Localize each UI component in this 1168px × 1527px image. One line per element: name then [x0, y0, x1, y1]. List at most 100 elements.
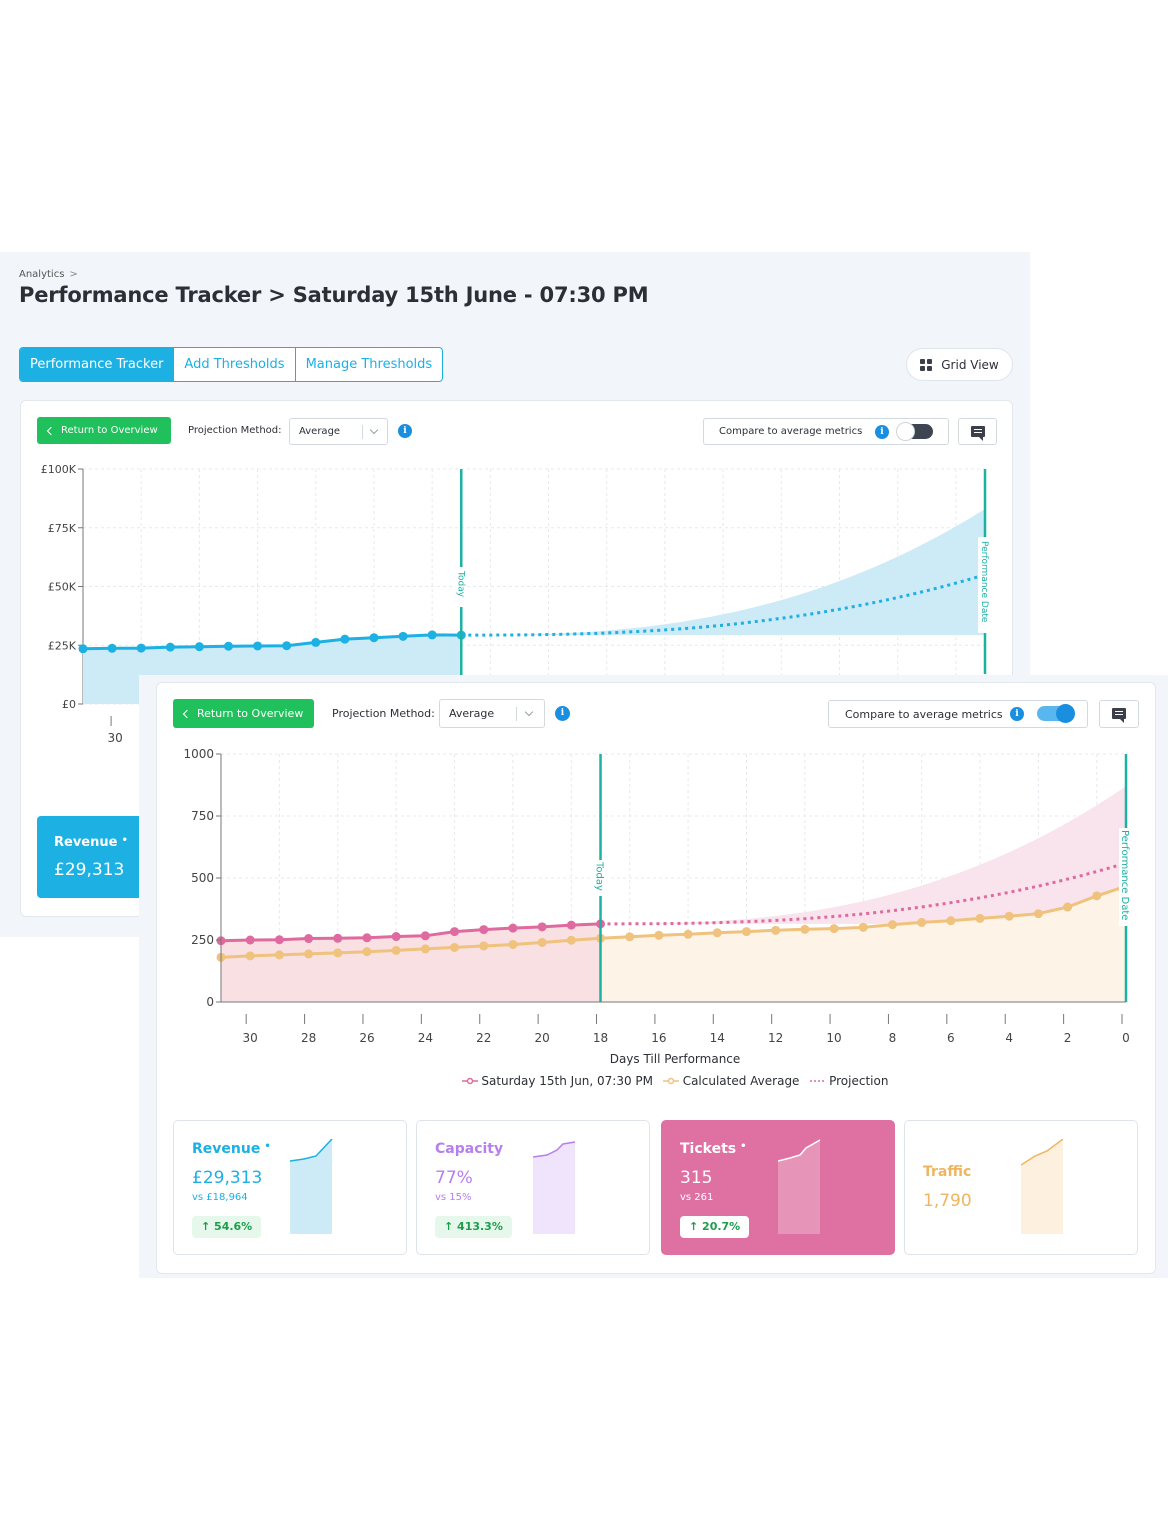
- revenue-point[interactable]: [398, 631, 408, 641]
- average-point[interactable]: [800, 924, 810, 934]
- revenue-point[interactable]: [78, 644, 88, 654]
- average-point[interactable]: [1063, 902, 1073, 912]
- projection-method-select[interactable]: Average: [289, 418, 388, 445]
- legend-label: Projection: [829, 1074, 889, 1088]
- metric-compare: vs 261: [680, 1192, 714, 1203]
- average-point[interactable]: [245, 951, 255, 961]
- revenue-point[interactable]: [194, 642, 204, 652]
- legend-item-average[interactable]: Calculated Average: [662, 1074, 803, 1088]
- legend-marker-projection: [810, 1080, 825, 1082]
- y-tick-label: 250: [191, 933, 214, 947]
- y-tick-label: 1000: [183, 747, 214, 761]
- tab-add-thresholds[interactable]: Add Thresholds: [173, 348, 294, 381]
- tickets-point[interactable]: [450, 927, 460, 937]
- average-point[interactable]: [479, 941, 489, 951]
- grid-view-button[interactable]: Grid View: [906, 348, 1013, 381]
- projection-band: [461, 509, 985, 636]
- x-tick-label: 8: [889, 1031, 897, 1045]
- tickets-point[interactable]: [508, 923, 518, 933]
- average-point[interactable]: [771, 925, 781, 935]
- info-icon[interactable]: i: [555, 706, 570, 721]
- projection-method-value: Average: [299, 426, 341, 437]
- average-point[interactable]: [508, 939, 518, 949]
- metric-card-capacity[interactable]: Capacity 77% vs 15% ↑ 413.3%: [416, 1120, 650, 1255]
- average-point[interactable]: [917, 917, 927, 927]
- x-tick-label: 16: [651, 1031, 666, 1045]
- legend-item-projection[interactable]: Projection: [809, 1074, 888, 1088]
- tab-performance-tracker[interactable]: Performance Tracker: [20, 348, 174, 381]
- tickets-point[interactable]: [245, 935, 255, 945]
- average-point[interactable]: [946, 916, 956, 926]
- revenue-point[interactable]: [427, 630, 437, 640]
- tickets-point[interactable]: [420, 931, 430, 941]
- info-icon[interactable]: i: [398, 424, 412, 438]
- tickets-point[interactable]: [537, 922, 547, 932]
- revenue-point[interactable]: [253, 641, 263, 651]
- legend-marker-average: [662, 1077, 679, 1085]
- back-revenue-card[interactable]: Revenue • £29,313: [37, 816, 141, 898]
- revenue-point[interactable]: [107, 643, 117, 653]
- tickets-point[interactable]: [566, 920, 576, 930]
- average-point[interactable]: [274, 950, 284, 960]
- average-point[interactable]: [975, 913, 985, 923]
- compare-average-control: Compare to average metrics i: [703, 418, 949, 445]
- projection-method-select[interactable]: Average: [439, 699, 545, 728]
- average-point[interactable]: [829, 924, 839, 934]
- chevron-left-icon: [46, 426, 56, 436]
- revenue-point[interactable]: [340, 634, 350, 644]
- tickets-point[interactable]: [479, 925, 489, 935]
- average-point[interactable]: [420, 944, 430, 954]
- compare-average-toggle[interactable]: [896, 422, 933, 441]
- average-point[interactable]: [712, 928, 722, 938]
- return-to-overview-button[interactable]: Return to Overview: [173, 699, 314, 728]
- metric-card-tickets[interactable]: Tickets • 315 vs 261 ↑ 20.7%: [661, 1120, 895, 1255]
- average-point[interactable]: [1092, 891, 1102, 901]
- y-tick-label: £25K: [48, 639, 77, 652]
- revenue-point[interactable]: [369, 633, 379, 643]
- revenue-point[interactable]: [165, 642, 175, 652]
- info-icon[interactable]: i: [1010, 707, 1024, 721]
- average-point[interactable]: [537, 937, 547, 947]
- breadcrumb-item[interactable]: Analytics: [19, 269, 65, 280]
- breadcrumb[interactable]: Analytics >: [19, 269, 78, 280]
- comment-button[interactable]: [958, 418, 997, 445]
- metric-card-traffic[interactable]: Traffic 1,790: [904, 1120, 1138, 1255]
- average-point[interactable]: [566, 935, 576, 945]
- average-point[interactable]: [1033, 909, 1043, 919]
- average-point[interactable]: [450, 942, 460, 952]
- legend-label: Saturday 15th Jun, 07:30 PM: [481, 1074, 654, 1088]
- compare-average-toggle[interactable]: [1037, 704, 1075, 723]
- legend-item-performance[interactable]: Saturday 15th Jun, 07:30 PM: [461, 1074, 657, 1088]
- comment-button[interactable]: [1099, 700, 1139, 728]
- tickets-point[interactable]: [304, 934, 314, 944]
- average-point[interactable]: [333, 948, 343, 958]
- return-to-overview-button[interactable]: Return to Overview: [37, 417, 171, 444]
- tickets-point[interactable]: [274, 935, 284, 945]
- average-point[interactable]: [683, 929, 693, 939]
- average-point[interactable]: [887, 920, 897, 930]
- y-tick-label: £0: [62, 698, 76, 711]
- average-point[interactable]: [858, 922, 868, 932]
- metric-value: £29,313: [192, 1168, 263, 1188]
- metric-card-revenue[interactable]: Revenue • £29,313 vs £18,964 ↑ 54.6%: [173, 1120, 407, 1255]
- tickets-point[interactable]: [362, 933, 372, 943]
- average-point[interactable]: [741, 927, 751, 937]
- back-revenue-value: £29,313: [54, 860, 125, 880]
- tickets-point[interactable]: [391, 932, 401, 942]
- revenue-point[interactable]: [311, 637, 321, 647]
- average-point[interactable]: [362, 947, 372, 957]
- info-icon[interactable]: i: [875, 425, 889, 439]
- grid-view-label: Grid View: [941, 357, 999, 372]
- revenue-point[interactable]: [136, 643, 146, 653]
- tab-manage-thresholds[interactable]: Manage Thresholds: [294, 348, 443, 381]
- average-point[interactable]: [391, 945, 401, 955]
- average-point[interactable]: [1004, 911, 1014, 921]
- revenue-point[interactable]: [223, 641, 233, 651]
- average-point[interactable]: [304, 949, 314, 959]
- average-point[interactable]: [625, 932, 635, 942]
- comment-icon: [1112, 708, 1126, 723]
- tickets-point[interactable]: [333, 933, 343, 943]
- compare-average-label: Compare to average metrics: [719, 426, 863, 437]
- average-point[interactable]: [654, 930, 664, 940]
- revenue-point[interactable]: [282, 641, 292, 651]
